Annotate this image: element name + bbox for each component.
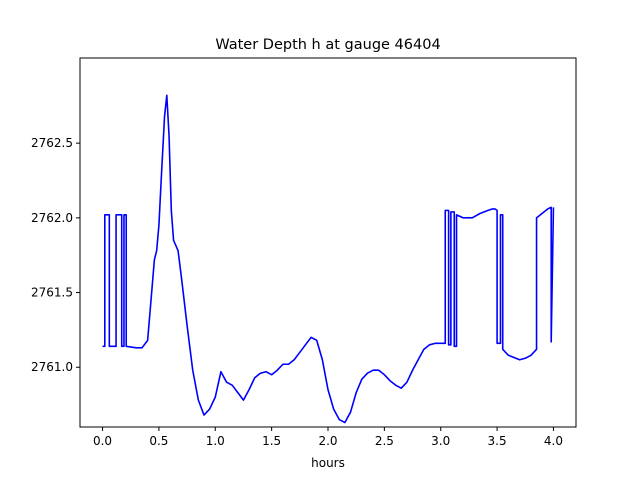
y-tick-label: 2762.0 bbox=[31, 211, 73, 225]
x-tick-label: 2.0 bbox=[318, 434, 337, 448]
x-tick-label: 1.0 bbox=[206, 434, 225, 448]
x-tick-label: 0.0 bbox=[93, 434, 112, 448]
series-line-0 bbox=[102, 94, 555, 424]
y-tick-label: 2761.5 bbox=[31, 286, 73, 300]
x-tick-label: 3.5 bbox=[488, 434, 507, 448]
x-tick-label: 2.5 bbox=[375, 434, 394, 448]
plot-area: 0.0 0.5 1.0 1.5 2.0 2.5 3.0 3.5 4.0 2761.0 2761.5 2… bbox=[31, 57, 577, 448]
x-tick-label: 3.0 bbox=[431, 434, 450, 448]
x-tick-label: 4.0 bbox=[544, 434, 563, 448]
chart-title: Water Depth h at gauge 46404 bbox=[215, 37, 440, 53]
x-tick-label: 0.5 bbox=[149, 434, 168, 448]
x-axis-label: hours bbox=[311, 456, 345, 470]
y-tick-label: 2762.5 bbox=[31, 136, 73, 150]
y-tick-label: 2761.0 bbox=[31, 360, 73, 374]
x-tick-label: 1.5 bbox=[262, 434, 281, 448]
